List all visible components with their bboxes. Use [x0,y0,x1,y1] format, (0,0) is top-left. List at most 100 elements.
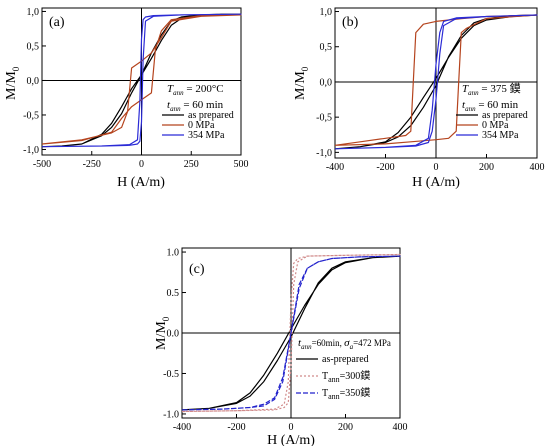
legend-label: as prepared [482,110,528,121]
annotation-t-value: = 375 鏌 [479,81,521,95]
y-ticks-c: -1.0 -0.5 0.0 0.5 1.0 [163,248,186,420]
panel-label-a: (a) [49,15,65,30]
legend-label-subscript: ann [328,375,340,384]
y-tick-label: -1,0 [23,145,39,156]
y-tick-label: 1.0 [167,248,180,259]
y-tick-label: 0,5 [320,42,333,53]
x-tick-label: 200 [479,162,494,173]
annotation-conditions-c: tann=60min, σa=472 MPa [298,337,391,351]
x-tick-label: -200 [376,162,394,173]
x-tick-label: 400 [393,422,408,433]
x-tick-label: -250 [83,159,101,170]
annotation-t-subscript: ann [468,89,479,97]
legend-label: Tann=300鏌 [322,369,370,384]
y-axis-label-b: M/M0 [293,66,310,100]
y-axis-label-text: M/M [293,71,308,100]
curves-a [41,8,242,155]
y-tick-label: -0.5 [163,369,179,380]
y-tick-label: 0.0 [167,329,180,340]
y-tick-label: -0,5 [23,110,39,121]
legend-label-text: 0 MPa [482,120,509,131]
panel-b: -400 -200 0 200 400 -1,0 -0,5 0,0 0,5 1,0 (b) Ta… [293,7,545,190]
annotation-temperature-a: Tann = 200°C [167,83,224,97]
series-line-3 [41,13,242,148]
annotation-time-subscript: ann [170,105,181,113]
panel-a: -500 -250 0 250 500 -1,0 -0,5 0,0 0,5 1,0 (a) Ta… [4,7,249,190]
annotation-time-value: =60min, [312,338,345,348]
legend-label-text: as prepared [482,110,528,121]
annotation-time-a: tann = 60 min [167,99,224,113]
y-axis-label-subscript: 0 [161,316,171,321]
x-tick-label: -400 [326,162,344,173]
x-ticks-b: -400 -200 0 200 400 [326,154,545,173]
legend-label: 354 MPa [482,130,519,141]
series-line-3 [181,255,401,411]
y-tick-label: 0,0 [320,77,333,88]
legend-label: Tann=350鏌 [322,386,370,401]
annotation-t-symbol: T [462,83,469,95]
legend-label: as prepared [188,110,234,121]
annotation-time-symbol: t [298,337,302,349]
series-line-2 [41,14,242,145]
y-tick-label: 0,5 [27,41,40,52]
y-tick-label: 0.5 [167,288,180,299]
panel-c: -400 -200 0 200 400 -1.0-0.50.00.51.0 (c) ta… [154,247,408,446]
y-tick-label: -1,0 [316,148,332,159]
panel-label-c: (c) [189,262,205,277]
x-tick-label: 0 [434,162,439,173]
legend-label: 354 MPa [188,130,225,141]
y-tick-label: 0,0 [27,76,40,87]
x-axis-label-a: H (A/m) [117,175,165,190]
legend-label-text: 354 MPa [482,130,519,141]
y-axis-label-subscript: 0 [11,66,21,71]
legend-label-subscript: ann [328,392,340,401]
x-tick-label: 200 [338,422,353,433]
x-tick-label: -500 [33,159,51,170]
annotation-time-subscript: ann [465,105,476,113]
y-ticks-b: -1,0 -0,5 0,0 0,5 1,0 [316,7,339,159]
y-tick-label: 1,0 [27,7,40,18]
y-ticks-a: -1,0 -0,5 0,0 0,5 1,0 [23,7,46,156]
x-axis-label-b: H (A/m) [412,175,460,190]
x-tick-label: 0 [139,159,144,170]
y-axis-label-text: M/M [4,71,19,100]
annotation-temperature-b: Tann = 375 鏌 [462,81,521,97]
legend-label: as-prepared [322,354,369,365]
annotation-t-symbol: T [167,83,174,95]
annotation-sigma-subscript: a [350,343,354,351]
annotation-t-value: = 200°C [184,83,224,95]
y-axis-label-c: M/M0 [154,316,171,350]
y-tick-label: 1,0 [320,7,333,18]
series-line-3 [334,14,538,150]
x-ticks-c: -400 -200 0 200 400 [173,414,408,433]
x-tick-label: 0 [289,422,294,433]
y-axis-label-a: M/M0 [4,66,21,100]
annotation-time-subscript: ann [301,343,312,351]
x-ticks-a: -500 -250 0 250 500 [33,151,249,170]
legend-label: 0 MPa [188,120,215,131]
annotation-time-symbol: t [167,99,171,111]
annotation-t-subscript: ann [173,89,184,97]
legend-label-text: T [322,371,328,382]
x-tick-label: -400 [173,422,191,433]
legend-label-text: 354 MPa [188,130,225,141]
x-tick-label: 500 [234,159,249,170]
legend-label-value: =350鏌 [340,386,371,399]
panel-label-b: (b) [342,15,359,30]
x-tick-label: 250 [184,159,199,170]
annotation-time-b: tann = 60 min [462,99,519,113]
y-tick-label: -1.0 [163,409,179,420]
annotation-sigma-symbol: σ [344,337,350,349]
legend-label-text: as prepared [188,110,234,121]
x-tick-label: 400 [530,162,545,173]
y-tick-label: -0,5 [316,113,332,124]
curves-c [181,248,401,418]
y-axis-label-subscript: 0 [300,66,310,71]
series-line-2 [181,253,401,413]
legend-label-text: 0 MPa [188,120,215,131]
annotation-time-value: = 60 min [476,99,519,111]
